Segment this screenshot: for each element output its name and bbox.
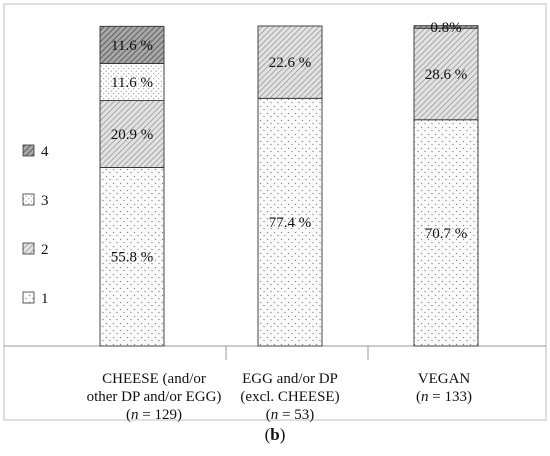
data-label-1-cat-0: 55.8 % bbox=[111, 250, 154, 266]
bar-segment-2-cat-2 bbox=[413, 27, 479, 121]
data-label-2-cat-0: 20.9 % bbox=[111, 127, 154, 143]
bar-segment-4-cat-2 bbox=[413, 25, 479, 29]
bar-segment-2-cat-0 bbox=[99, 100, 165, 168]
bar-segment-1-cat-0 bbox=[99, 166, 165, 347]
bar-segment-1-cat-2 bbox=[413, 119, 479, 347]
legend: 4 3 2 1 bbox=[22, 144, 49, 307]
data-label-4-cat-0: 11.6 % bbox=[111, 38, 153, 54]
category-label-vegan: VEGAN n (n = 133) bbox=[416, 371, 472, 405]
figure-caption: (b) bbox=[264, 425, 286, 444]
legend-swatch-4 bbox=[22, 144, 35, 157]
legend-label-2: 2 bbox=[41, 242, 49, 258]
legend-label-4: 4 bbox=[41, 144, 49, 160]
category-label-egg: EGG and/or DP (excl. CHEESE) (n = 53) bbox=[240, 371, 340, 423]
legend-swatch-3 bbox=[22, 193, 35, 206]
data-label-3-cat-0: 11.6 % bbox=[111, 75, 153, 91]
data-label-2-cat-1: 22.6 % bbox=[269, 55, 312, 71]
data-label-1-cat-1: 77.4 % bbox=[269, 215, 312, 231]
data-label-4-cat-2: 0.8% bbox=[430, 20, 461, 36]
legend-label-1: 1 bbox=[41, 291, 49, 307]
legend-swatch-1 bbox=[22, 291, 35, 304]
chart-frame bbox=[3, 3, 547, 421]
bar-segment-1-cat-1 bbox=[257, 97, 323, 347]
category-label-cheese: CHEESE (and/or other DP and/or EGG) (n =… bbox=[86, 371, 222, 423]
data-label-2-cat-2: 28.6 % bbox=[425, 67, 468, 83]
bar-segment-4-cat-0 bbox=[99, 25, 165, 64]
bar-segment-2-cat-1 bbox=[257, 25, 323, 99]
data-label-1-cat-2: 70.7 % bbox=[425, 226, 468, 242]
legend-swatch-2 bbox=[22, 242, 35, 255]
bars-layer: 55.8 % 20.9 % 11.6 % 11.6 % 77.4 % 22.6 % 70.7… bbox=[99, 20, 479, 347]
legend-label-3: 3 bbox=[41, 193, 49, 209]
